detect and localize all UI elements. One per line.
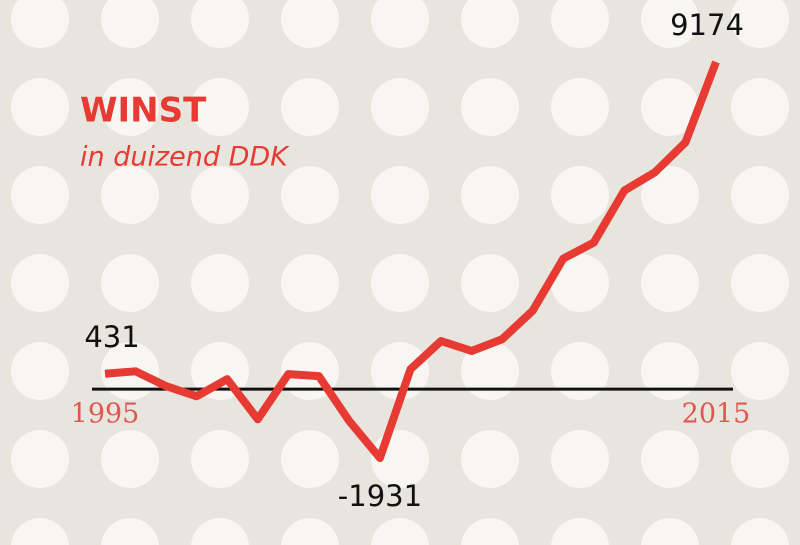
chart-subtitle: in duizend DDK (80, 142, 290, 173)
data-label: -1931 (338, 479, 422, 513)
data-label: 431 (84, 320, 139, 354)
x-tick-label: 1995 (71, 399, 140, 430)
chart-title: WINST (80, 91, 207, 131)
x-tick-label: 2015 (682, 399, 751, 430)
data-label: 9174 (670, 8, 744, 42)
data-line (104, 60, 720, 462)
